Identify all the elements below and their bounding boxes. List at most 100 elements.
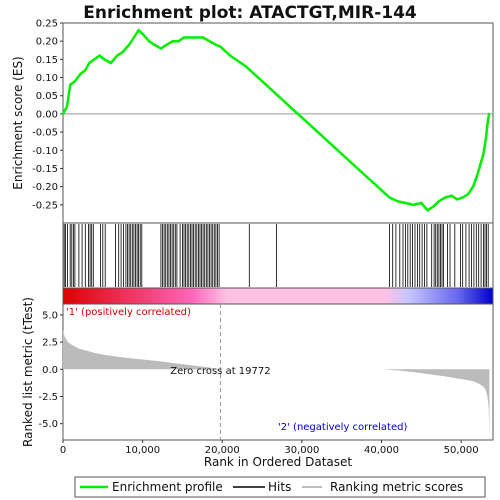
chart-title: Enrichment plot: ATACTGT,MIR-144 xyxy=(83,3,417,23)
x-axis-label: Rank in Ordered Dataset xyxy=(204,455,352,469)
es-point xyxy=(69,83,72,87)
es-point xyxy=(195,36,198,39)
legend-hits-label: Hits xyxy=(268,480,291,494)
es-point xyxy=(153,43,156,46)
es-y-tick-label: 0.00 xyxy=(36,109,58,120)
es-point xyxy=(484,138,487,141)
es-point xyxy=(340,152,343,156)
es-y-tick-label: 0.10 xyxy=(36,73,58,84)
es-point xyxy=(292,109,296,112)
es-y-tick-label: -0.20 xyxy=(32,182,58,193)
es-point xyxy=(92,58,96,61)
es-point xyxy=(324,138,327,141)
es-point xyxy=(276,94,280,97)
es-point xyxy=(450,194,453,197)
es-point xyxy=(372,181,375,185)
es-point xyxy=(182,36,186,39)
es-point xyxy=(171,40,175,43)
x-tick-label: 40,000 xyxy=(364,445,399,456)
es-point xyxy=(432,205,435,208)
x-axis: 0 10,000 20,000 30,000 40,000 50,000 xyxy=(60,440,479,456)
es-profile-points xyxy=(61,29,491,212)
metric-y-tick-label: 5.0 xyxy=(42,310,58,321)
es-point xyxy=(426,209,429,212)
es-point xyxy=(84,69,87,72)
es-point xyxy=(201,36,205,39)
positive-label: '1' (positively correlated) xyxy=(66,307,191,318)
legend-box xyxy=(74,476,486,498)
es-point xyxy=(73,80,77,83)
hit-markers xyxy=(63,224,489,287)
es-point xyxy=(486,123,489,127)
es-point xyxy=(487,112,491,116)
es-point xyxy=(159,47,163,50)
es-point xyxy=(420,201,423,205)
x-tick-label: 50,000 xyxy=(444,445,479,456)
es-y-tick-label: -0.10 xyxy=(32,146,58,157)
es-point xyxy=(79,72,82,76)
metric-y-axis: 5.0 2.5 0.0 -2.5 -5.0 xyxy=(38,310,63,430)
es-y-tick-label: 0.20 xyxy=(36,37,58,48)
es-point xyxy=(437,200,441,203)
es-point xyxy=(214,43,218,46)
es-point xyxy=(404,201,407,205)
negative-label: '2' (negatively correlated) xyxy=(278,422,407,433)
es-point xyxy=(388,196,391,199)
es-point xyxy=(456,198,459,201)
es-point xyxy=(475,174,479,177)
es-point xyxy=(467,192,470,196)
metric-y-tick-label: -5.0 xyxy=(38,419,58,430)
legend-metric-label: Ranking metric scores xyxy=(330,480,463,494)
es-point xyxy=(412,203,415,206)
es-point xyxy=(147,40,151,43)
es-point xyxy=(121,50,124,54)
es-y-tick-label: 0.15 xyxy=(36,55,58,66)
es-y-tick-label: -0.15 xyxy=(32,164,58,175)
es-point xyxy=(165,43,168,46)
es-point xyxy=(208,40,211,43)
es-point xyxy=(396,200,399,203)
es-point xyxy=(103,58,106,61)
x-tick-label: 20,000 xyxy=(205,445,240,456)
es-point xyxy=(132,36,136,39)
es-point xyxy=(461,196,464,199)
es-point xyxy=(141,32,144,36)
es-point xyxy=(444,196,447,199)
es-point xyxy=(229,54,232,57)
x-tick-label: 10,000 xyxy=(125,445,160,456)
metric-y-label: Ranked list metric (tTest) xyxy=(21,297,35,447)
es-point xyxy=(219,45,222,48)
es-y-tick-label: 0.25 xyxy=(36,19,58,30)
x-tick-label: 30,000 xyxy=(284,445,319,456)
es-point xyxy=(260,80,264,83)
es-point xyxy=(61,112,65,116)
es-point xyxy=(88,61,91,65)
es-point xyxy=(244,65,248,68)
es-point xyxy=(482,152,485,156)
zero-cross-label: Zero cross at 19772 xyxy=(170,366,270,377)
rank-gradient-bar xyxy=(62,287,494,305)
es-y-tick-label: -0.25 xyxy=(32,200,58,211)
es-point xyxy=(137,29,140,32)
metric-y-tick-label: 2.5 xyxy=(42,338,58,349)
es-point xyxy=(471,185,475,188)
es-point xyxy=(479,163,482,166)
es-point xyxy=(98,54,101,57)
es-y-label: Enrichment score (ES) xyxy=(11,56,25,189)
es-point xyxy=(189,36,192,39)
es-point xyxy=(115,54,119,57)
es-point xyxy=(65,105,69,108)
es-y-tick-label: -0.05 xyxy=(32,128,58,139)
metric-y-tick-label: -2.5 xyxy=(38,392,58,403)
x-tick-label: 0 xyxy=(60,445,66,456)
es-point xyxy=(177,40,180,43)
es-panel-frame xyxy=(62,22,494,224)
es-y-tick-label: 0.05 xyxy=(36,91,58,102)
hits-panel-frame xyxy=(62,222,494,289)
es-y-axis: 0.25 0.20 0.15 0.10 0.05 0.00 -0.05 -0.10 -0.15 -… xyxy=(32,19,63,211)
es-point xyxy=(356,167,359,170)
es-point xyxy=(308,123,312,127)
metric-y-tick-label: 0.0 xyxy=(42,365,58,376)
legend-enrichment-label: Enrichment profile xyxy=(112,480,223,494)
